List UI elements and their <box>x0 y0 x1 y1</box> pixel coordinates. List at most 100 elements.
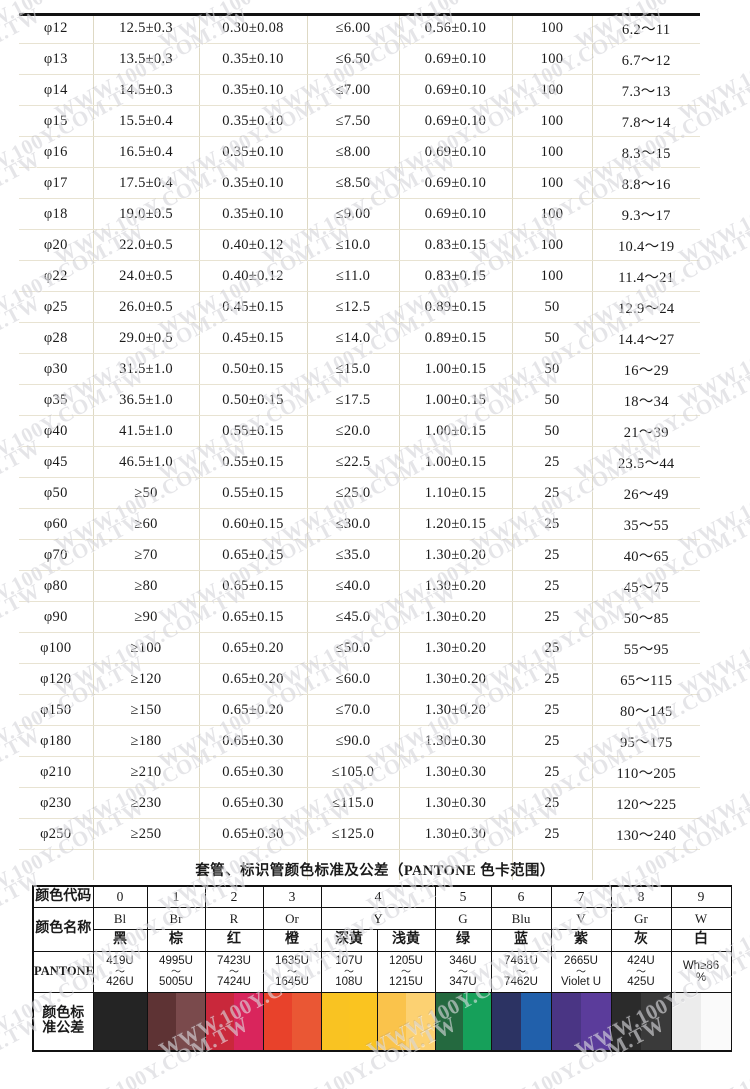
spec-table-container: φ12 12.5±0.3 0.30±0.08 ≤6.00 0.56±0.10 100 6.2… <box>19 13 700 880</box>
color-swatch <box>205 993 263 1050</box>
table-row: φ250 ≥250 0.65±0.30 ≤125.0 1.30±0.30 25 130～24… <box>19 818 700 850</box>
color-swatch-cell-white <box>670 992 732 1052</box>
spec-value-cell: 1.00±0.15 <box>399 353 513 385</box>
color-code-cell: 1 <box>146 885 206 908</box>
spec-value-cell: 46.5±1.0 <box>93 446 200 478</box>
color-swatch-cell-gray <box>610 992 672 1052</box>
pantone-to: 426U <box>106 975 134 988</box>
spec-value-cell: 10.4～19 <box>592 229 700 261</box>
color-swatch <box>611 993 671 1050</box>
spec-value-cell: 0.65±0.30 <box>199 787 308 819</box>
color-swatch <box>435 993 491 1050</box>
swatch-tone <box>176 993 205 1050</box>
swatch-tone <box>263 993 292 1050</box>
pantone-tilde: ～ <box>576 966 586 978</box>
spec-value-cell: 1.30±0.20 <box>399 694 513 726</box>
watermark-text: WWW.100Y.COM.TW <box>363 1083 565 1089</box>
spec-value-cell: ≤10.0 <box>307 229 400 261</box>
spec-value-cell: 0.65±0.15 <box>199 570 308 602</box>
spec-value-cell: ≤8.50 <box>307 167 400 199</box>
spec-value-cell: 100 <box>512 167 593 199</box>
color-name-cn-cell: 白 <box>670 929 732 952</box>
spec-size-cell: φ210 <box>19 756 94 788</box>
color-name-cn-cell: 橙 <box>262 929 322 952</box>
spec-value-cell: 7.3～13 <box>592 74 700 106</box>
spec-value-cell: 0.69±0.10 <box>399 105 513 137</box>
spec-value-cell: 120～225 <box>592 787 700 819</box>
table-row <box>19 849 700 880</box>
spec-value-cell: ≤35.0 <box>307 539 400 571</box>
color-code-cell: 4 <box>320 885 436 908</box>
pantone-from: 7423U <box>217 954 251 967</box>
spec-value-cell: 25 <box>512 508 593 540</box>
spec-value-cell: ≥150 <box>93 694 200 726</box>
color-abbr-cell: R <box>204 907 264 930</box>
spec-value-cell: 0.65±0.30 <box>199 756 308 788</box>
color-swatch-cell-blue <box>490 992 552 1052</box>
swatch-tone <box>292 993 321 1050</box>
color-swatch <box>93 993 147 1050</box>
swatch-tone <box>611 993 641 1050</box>
spec-value-cell: 0.45±0.15 <box>199 322 308 354</box>
spec-value-cell: 1.30±0.20 <box>399 539 513 571</box>
pantone-to: 108U <box>335 975 363 988</box>
spec-value-cell: 6.7～12 <box>592 43 700 75</box>
color-name-cn-cell: 深黄 <box>320 929 378 952</box>
spec-value-cell: 11.4～21 <box>592 260 700 292</box>
pantone-range-cell: 107U ～ 108U <box>320 951 378 993</box>
spec-size-cell: φ14 <box>19 74 94 106</box>
spec-value-cell: 1.00±0.15 <box>399 415 513 447</box>
spec-size-cell: φ18 <box>19 198 94 230</box>
pantone-range-cell: 4995U ～ 5005U <box>146 951 206 993</box>
spec-value-cell: 0.35±0.10 <box>199 74 308 106</box>
pantone-to: 1215U <box>389 975 423 988</box>
table-row: φ22 24.0±0.5 0.40±0.12 ≤11.0 0.83±0.15 100 11.… <box>19 260 700 292</box>
spec-value-cell: 0.83±0.15 <box>399 229 513 261</box>
spec-value-cell: 29.0±0.5 <box>93 322 200 354</box>
pantone-tilde: ～ <box>115 966 125 978</box>
color-code-cell: 8 <box>610 885 672 908</box>
spec-value-cell <box>307 849 400 880</box>
spec-value-cell: 0.89±0.15 <box>399 322 513 354</box>
color-abbr-cell: W <box>670 907 732 930</box>
spec-value-cell: 100 <box>512 260 593 292</box>
pantone-tilde: ～ <box>171 966 181 978</box>
spec-value-cell: ≥230 <box>93 787 200 819</box>
spec-size-cell: φ250 <box>19 818 94 850</box>
table-row: φ13 13.5±0.3 0.35±0.10 ≤6.50 0.69±0.10 100 6.7… <box>19 43 700 75</box>
spec-size-cell: φ100 <box>19 632 94 664</box>
spec-value-cell: ≤14.0 <box>307 322 400 354</box>
spec-value-cell: 9.3～17 <box>592 198 700 230</box>
table-row: φ12 12.5±0.3 0.30±0.08 ≤6.00 0.56±0.10 100 6.2… <box>19 13 700 44</box>
swatch-row: 颜色标 准公差 <box>32 992 732 1052</box>
color-swatch-cell-orange <box>262 992 322 1052</box>
pantone-range-cell: 1205U ～ 1215U <box>376 951 436 993</box>
spec-value-cell: 1.20±0.15 <box>399 508 513 540</box>
spec-value-cell: 1.00±0.15 <box>399 384 513 416</box>
spec-value-cell: 0.69±0.10 <box>399 74 513 106</box>
spec-value-cell: 25 <box>512 725 593 757</box>
spec-value-cell: ≤105.0 <box>307 756 400 788</box>
table-row: φ17 17.5±0.4 0.35±0.10 ≤8.50 0.69±0.10 100 8.8… <box>19 167 700 199</box>
spec-value-cell: 1.00±0.15 <box>399 446 513 478</box>
spec-value-cell: 25 <box>512 632 593 664</box>
color-abbr-cell: Y <box>320 907 436 930</box>
spec-value-cell: 0.40±0.12 <box>199 229 308 261</box>
color-abbr-cell: Or <box>262 907 322 930</box>
swatch-tone <box>641 993 671 1050</box>
spec-value-cell: 25 <box>512 787 593 819</box>
spec-value-cell: 50 <box>512 291 593 323</box>
row-label-tolerance: 颜色标 准公差 <box>32 992 94 1052</box>
spec-value-cell: 110～205 <box>592 756 700 788</box>
spec-value-cell: 14.5±0.3 <box>93 74 200 106</box>
color-swatch-cell-green <box>434 992 492 1052</box>
color-swatch-cell-brown <box>146 992 206 1052</box>
color-abbr-cell: G <box>434 907 492 930</box>
pantone-from: 424U <box>627 954 655 967</box>
color-swatch <box>263 993 321 1050</box>
spec-value-cell: 100 <box>512 13 593 44</box>
spec-value-cell: ≤25.0 <box>307 477 400 509</box>
